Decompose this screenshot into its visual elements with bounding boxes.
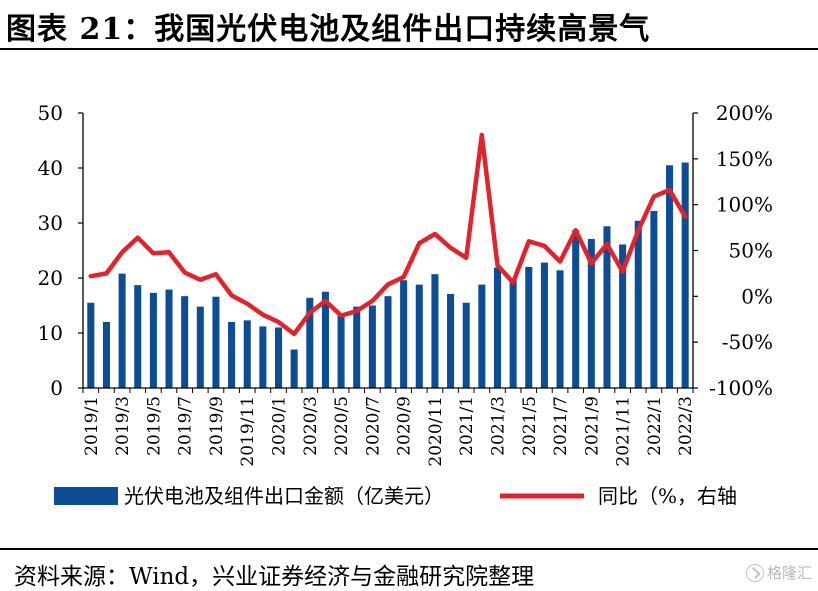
bar-2021/7 [557,270,564,388]
bar-2019/3 [119,274,126,388]
legend-bar-swatch [54,487,118,505]
x-tick-label: 2019/1 [82,396,102,456]
x-tick-label: 2019/5 [144,396,164,456]
x-tick-label: 2020/1 [270,396,290,456]
bar-2021/12 [635,221,642,388]
right-tick-label: 50% [729,239,773,263]
bar-2019/5 [150,293,157,388]
bar-2021/2 [478,285,485,388]
x-tick-label: 2019/11 [238,396,258,467]
bar-2020/5 [338,315,345,388]
right-tick-label: 0% [741,284,773,308]
bar-2020/10 [416,285,423,388]
source-note: 资料来源：Wind，兴业证券经济与金融研究院整理 [14,557,534,591]
right-tick-label: -100% [709,376,773,400]
x-tick-label: 2021/7 [551,396,571,456]
bar-2019/6 [166,290,173,388]
legend-line-label: 同比（%，右轴 [598,484,737,508]
x-tick-label: 2022/3 [676,396,696,456]
right-tick-label: 100% [716,193,773,217]
legend: 光伏电池及组件出口金额（亿美元） 同比（%，右轴 [54,484,737,508]
bar-2020/2 [291,350,298,389]
legend-bar-label: 光伏电池及组件出口金额（亿美元） [124,484,444,508]
x-tick-label: 2020/3 [301,396,321,456]
bar-2021/3 [494,268,501,388]
watermark-text: 格隆汇 [767,562,812,583]
x-tick-label: 2019/7 [176,396,196,456]
right-tick-label: 200% [716,101,773,125]
bar-2020/8 [384,296,391,388]
bar-2019/7 [181,296,188,388]
bar-2021/1 [463,303,470,388]
bar-2019/9 [212,297,219,388]
bar-2019/1 [87,303,94,388]
left-tick-label: 30 [38,211,63,235]
bar-2019/11 [244,320,251,388]
x-tick-label: 2019/9 [207,396,227,456]
bar-2019/8 [197,307,204,388]
bar-2019/2 [103,322,110,388]
bar-2021/8 [572,230,579,388]
left-tick-label: 20 [38,266,63,290]
x-tick-label: 2020/9 [395,396,415,456]
bar-series [87,163,688,389]
right-tick-label: 150% [716,147,773,171]
x-tick-label: 2021/1 [457,396,477,456]
x-tick-label: 2021/5 [520,396,540,456]
bar-2019/12 [259,326,266,388]
bar-2021/5 [525,267,532,388]
left-tick-label: 40 [38,156,63,180]
right-tick-label: -50% [722,330,773,354]
x-tick-label: 2022/1 [645,396,665,456]
bar-2022/3 [682,163,689,389]
footer-divider [0,548,818,550]
x-tick-label: 2020/7 [363,396,383,456]
bar-2020/1 [275,328,282,389]
x-tick-label: 2020/5 [332,396,352,456]
bar-2019/10 [228,322,235,388]
check-circle-icon [746,564,764,582]
bar-2020/6 [353,307,360,388]
bar-2019/4 [134,285,141,388]
watermark: 格隆汇 [746,562,812,583]
x-tick-label: 2021/11 [614,396,634,467]
bar-2021/6 [541,263,548,388]
x-tick-label: 2020/11 [426,396,446,467]
x-tick-label: 2021/9 [582,396,602,456]
bar-2021/4 [510,280,517,388]
bar-2020/11 [431,274,438,388]
x-tick-label: 2021/3 [488,396,508,456]
chart-area: 0 10 20 30 40 50 -100% -50% 0% 50% 100% 150% 200% 201… [0,0,818,548]
bar-2020/7 [369,306,376,389]
x-tick-label: 2019/3 [113,396,133,456]
bar-2020/9 [400,280,407,388]
left-tick-label: 10 [38,321,63,345]
left-tick-label: 50 [38,101,63,125]
bar-2020/12 [447,294,454,388]
bar-2022/1 [650,211,657,388]
left-tick-label: 0 [50,376,63,400]
